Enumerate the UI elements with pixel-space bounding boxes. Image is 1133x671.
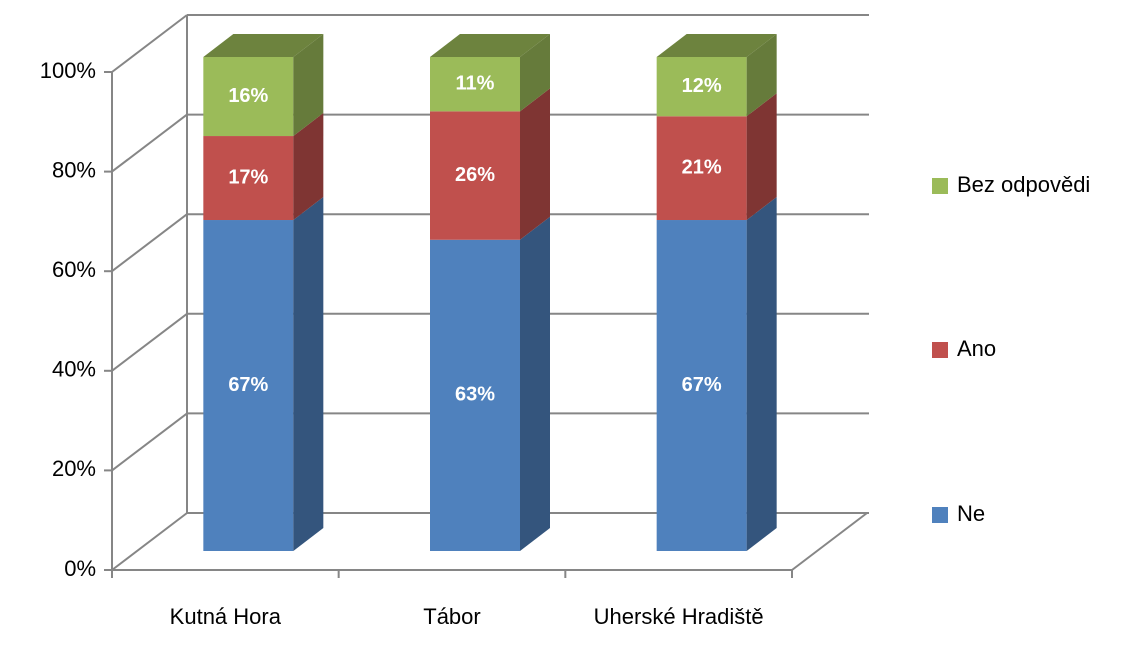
grid-line <box>111 313 188 372</box>
data-label: 12% <box>682 75 722 97</box>
bar-segment <box>656 116 747 221</box>
bar-segment <box>203 57 294 137</box>
y-tick-label: 80% <box>52 157 96 182</box>
grid-line <box>111 412 188 472</box>
bar-side <box>746 93 777 221</box>
bar-segment <box>430 57 520 112</box>
bar-side <box>746 197 777 551</box>
data-label: 67% <box>682 374 722 396</box>
grid-line <box>111 14 188 73</box>
y-tick-label: 0% <box>64 556 96 581</box>
grid-line <box>111 113 188 173</box>
data-label: 16% <box>228 85 268 107</box>
bar-top <box>430 34 550 57</box>
bar-side <box>520 34 550 112</box>
x-tick-label: Kutná Hora <box>169 604 281 629</box>
legend-swatch <box>932 342 948 358</box>
legend-label: Ano <box>957 336 996 361</box>
bar-segment <box>656 57 747 117</box>
bar-side <box>520 88 550 240</box>
floor-edge <box>791 512 868 571</box>
bar-segment <box>203 220 294 551</box>
data-label: 21% <box>682 156 722 178</box>
x-tick-label: Uherské Hradiště <box>593 604 764 629</box>
bar-segment <box>656 220 747 551</box>
legend-swatch <box>932 178 948 194</box>
legend-swatch <box>932 507 948 523</box>
bar-side <box>293 197 324 551</box>
legend-label: Ne <box>957 501 985 526</box>
data-label: 67% <box>228 374 268 396</box>
bar-top <box>203 34 324 57</box>
legend-label: Bez odpovědi <box>957 172 1090 197</box>
data-label: 63% <box>455 384 495 406</box>
bar-top <box>656 34 777 57</box>
data-label: 26% <box>455 164 495 186</box>
bar-segment <box>203 136 294 221</box>
data-label: 17% <box>228 166 268 188</box>
y-tick-label: 40% <box>52 357 96 382</box>
bar-side <box>293 34 324 137</box>
y-tick-label: 60% <box>52 257 96 282</box>
bar-side <box>520 216 550 551</box>
grid-line <box>111 512 188 571</box>
grid-line <box>111 213 188 272</box>
y-tick-label: 100% <box>40 58 96 83</box>
bar-segment <box>430 111 520 240</box>
bar-side <box>293 113 324 221</box>
data-label: 11% <box>456 72 495 94</box>
x-tick-label: Tábor <box>423 604 481 629</box>
y-tick-label: 20% <box>52 456 96 481</box>
bar-side <box>746 34 777 117</box>
bar-segment <box>430 239 520 551</box>
